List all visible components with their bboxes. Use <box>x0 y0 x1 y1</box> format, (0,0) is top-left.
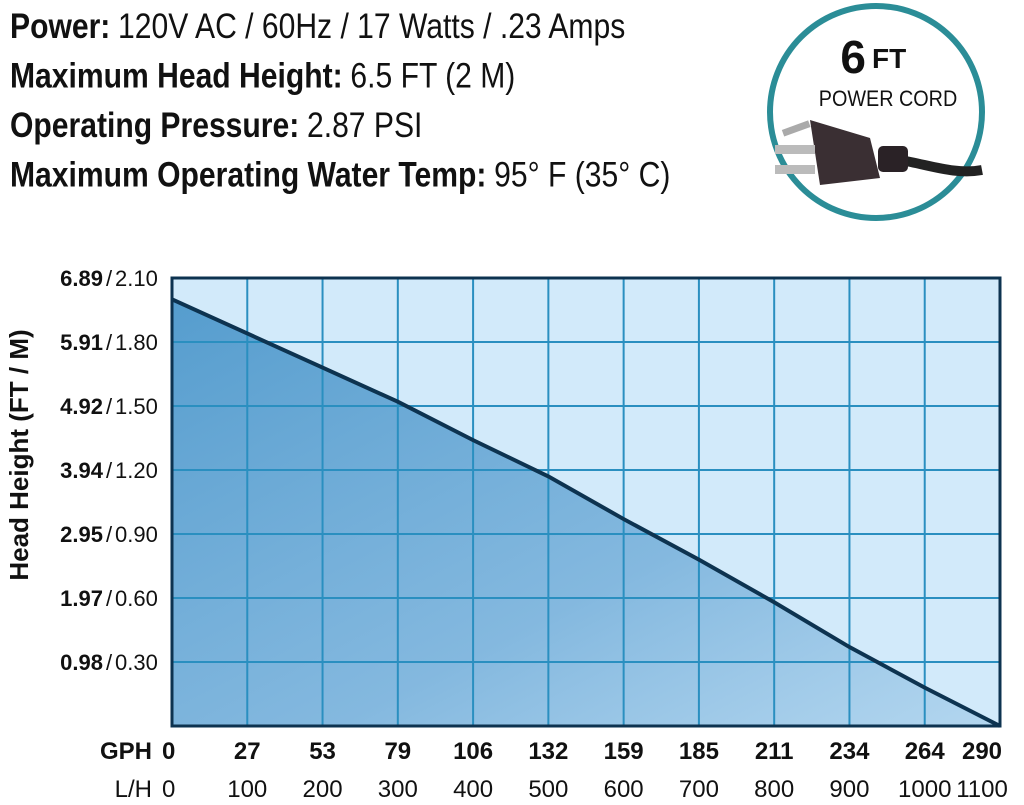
y-tick-label: 1.20 <box>115 458 158 483</box>
tick-separator: / <box>106 522 113 547</box>
x-tick-label: 1100 <box>956 776 1008 803</box>
spec-label: Maximum Operating Water Temp: <box>10 154 486 194</box>
x-tick-label-gph: 0 <box>162 738 175 765</box>
x-tick-label-gph: 234 <box>829 738 870 765</box>
x-tick-label: 700 <box>679 776 719 803</box>
x-tick-label-gph: 290 <box>962 738 1002 765</box>
y-tick-label: 2.10 <box>115 266 158 291</box>
plot-border <box>170 276 1002 728</box>
y-axis-title: Head Height (FT / M) <box>4 329 34 580</box>
tick-separator: / <box>106 394 113 419</box>
spec-label: Operating Pressure: <box>10 105 299 145</box>
spec-label: Power: <box>10 6 110 46</box>
x-tick-label: 300 <box>378 776 418 803</box>
x-tick-label-gph: 79 <box>384 738 411 765</box>
x-tick-label: 600 <box>604 776 644 803</box>
x-tick-label: 500 <box>528 776 568 803</box>
x-tick-label-gph: 211 <box>755 738 794 765</box>
tick-separator: / <box>106 650 113 675</box>
x-tick-label-gph: 53 <box>309 738 336 765</box>
y-tick-label-ft: 0.98 <box>60 650 103 675</box>
y-tick-label-ft: 3.94 <box>60 458 104 483</box>
y-tick-label: 0.60 <box>115 586 158 611</box>
plug-icon <box>775 120 983 185</box>
chart: 0.98/0.301.97/0.602.95/0.903.94/1.204.92… <box>60 266 1008 803</box>
spec-line: Maximum Head Height: 6.5 FT (2 M) <box>10 55 515 95</box>
spec-value: 120V AC / 60Hz / 17 Watts / .23 Amps <box>118 6 625 46</box>
spec-value: 6.5 FT (2 M) <box>350 55 515 95</box>
badge-unit: FT <box>872 43 906 74</box>
x-axis-label-gph: GPH <box>100 738 152 765</box>
y-tick-label-ft: 1.97 <box>60 586 103 611</box>
spec-line: Maximum Operating Water Temp: 95° F (35° … <box>10 154 670 194</box>
x-tick-label-gph: 159 <box>604 738 644 765</box>
x-tick-label: 900 <box>829 776 869 803</box>
y-tick-label-ft: 5.91 <box>60 330 103 355</box>
y-tick-label: 0.30 <box>115 650 158 675</box>
spec-line: Operating Pressure: 2.87 PSI <box>10 105 422 145</box>
spec-value: 2.87 PSI <box>307 105 422 145</box>
x-tick-label: 1000 <box>898 776 951 803</box>
x-tick-label: 400 <box>453 776 493 803</box>
y-tick-label: 1.80 <box>115 330 158 355</box>
x-axis-label-lh: L/H <box>115 776 152 803</box>
x-tick-label-gph: 132 <box>528 738 568 765</box>
y-tick-label-ft: 2.95 <box>60 522 103 547</box>
x-tick-label: 800 <box>754 776 794 803</box>
y-tick-label-ft: 4.92 <box>60 394 103 419</box>
x-tick-label-gph: 106 <box>453 738 493 765</box>
x-tick-label: 0 <box>162 776 175 803</box>
line <box>171 297 1001 728</box>
spec-value: 95° F (35° C) <box>494 154 670 194</box>
x-tick-label: 100 <box>227 776 267 803</box>
tick-separator: / <box>106 458 113 483</box>
x-tick-label-gph: 264 <box>905 738 946 765</box>
spec-line: Power: 120V AC / 60Hz / 17 Watts / .23 Am… <box>10 6 625 46</box>
tick-separator: / <box>106 330 113 355</box>
spec-label: Maximum Head Height: <box>10 55 343 95</box>
x-tick-label: 200 <box>303 776 343 803</box>
y-tick-label-ft: 6.89 <box>60 266 103 291</box>
badge-ring <box>767 3 985 221</box>
y-tick-label: 1.50 <box>115 394 158 419</box>
tick-separator: / <box>106 266 113 291</box>
tick-separator: / <box>106 586 113 611</box>
x-tick-label-gph: 185 <box>679 738 719 765</box>
y-tick-label: 0.90 <box>115 522 158 547</box>
badge-number: 6 <box>840 31 866 83</box>
badge-caption: POWER CORD <box>819 87 957 111</box>
badge: 6 FT POWER CORD <box>767 3 985 221</box>
x-tick-label-gph: 27 <box>234 738 261 765</box>
specs: Power: 120V AC / 60Hz / 17 Watts / .23 Am… <box>10 6 670 194</box>
